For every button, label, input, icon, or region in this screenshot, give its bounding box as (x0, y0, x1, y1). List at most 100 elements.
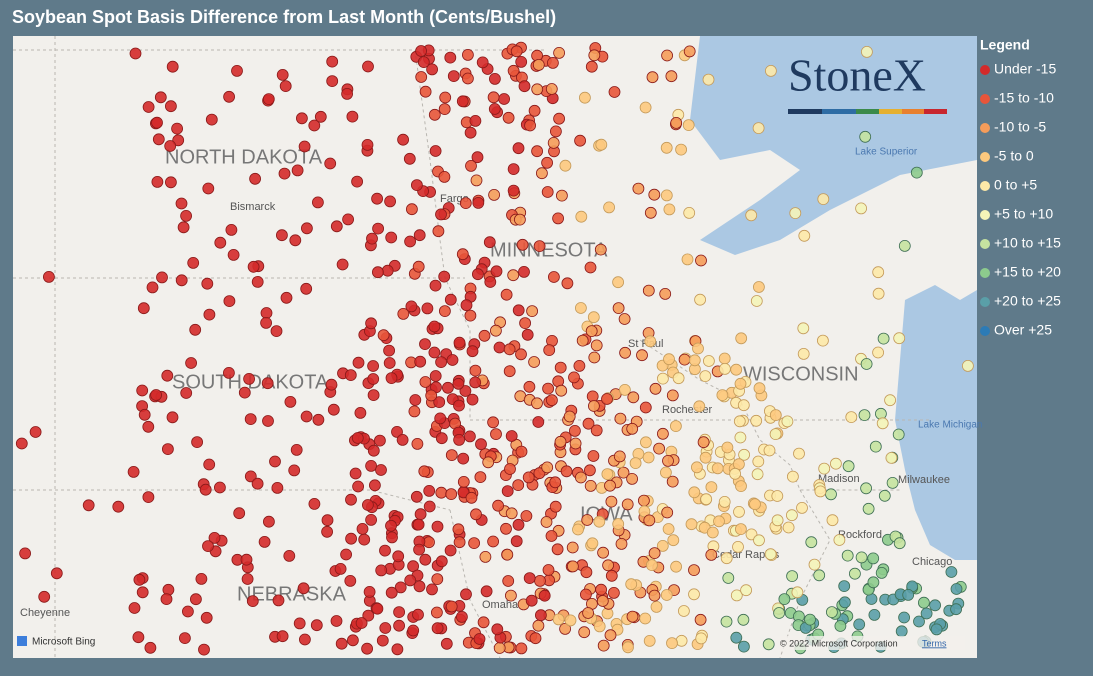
site-dots (15, 41, 974, 656)
site-dot (762, 638, 775, 651)
site-dot (872, 266, 885, 279)
site-dot (649, 382, 662, 395)
site-dot (639, 612, 652, 625)
site-dot (445, 600, 458, 613)
site-dot (688, 564, 700, 576)
site-dot (713, 515, 725, 528)
legend-marker (980, 239, 990, 249)
site-dot (260, 316, 273, 329)
site-dot (629, 457, 642, 470)
site-dot (368, 479, 381, 492)
site-dot (632, 182, 645, 195)
site-dot (682, 119, 695, 131)
site-dot (129, 47, 142, 60)
city-label: Rockford (838, 529, 882, 541)
site-dot (471, 268, 484, 281)
site-dot (394, 581, 407, 594)
site-dot (752, 122, 765, 135)
site-dot (699, 370, 712, 383)
site-dot (626, 422, 639, 435)
site-dot (413, 229, 426, 242)
site-dot (510, 535, 523, 548)
site-dot (875, 407, 887, 420)
site-dot (910, 166, 923, 179)
site-dot (849, 567, 861, 580)
site-dot (518, 265, 530, 278)
site-dot (572, 523, 584, 536)
site-dot (352, 356, 365, 369)
site-dot (466, 345, 479, 358)
site-dot (327, 403, 340, 416)
site-dot (505, 507, 518, 520)
water-label: Lake Michigan (918, 420, 982, 431)
site-dot (650, 601, 663, 613)
site-dot (151, 175, 164, 188)
site-dot (643, 514, 656, 527)
site-dot (584, 479, 597, 492)
site-dot (545, 83, 558, 95)
site-dot (730, 363, 743, 376)
site-dot (476, 56, 489, 69)
site-dot (423, 500, 436, 513)
site-dot (605, 495, 618, 508)
site-dot (855, 202, 867, 215)
site-dot (705, 549, 718, 561)
site-dot (152, 133, 165, 146)
site-dot (479, 551, 492, 563)
site-dot (408, 405, 421, 418)
site-dot (556, 189, 568, 202)
site-dot (271, 481, 284, 494)
site-dot (136, 384, 149, 397)
site-dot (410, 179, 423, 192)
site-dot (341, 88, 354, 100)
site-dot (753, 281, 765, 293)
site-dot (660, 189, 673, 202)
site-dot (367, 360, 380, 372)
terms-link[interactable]: Terms (922, 638, 947, 648)
site-dot (493, 341, 506, 354)
site-dot (569, 437, 582, 450)
site-dot (455, 611, 468, 623)
site-dot (892, 428, 905, 441)
site-dot (538, 589, 551, 602)
site-dot (791, 586, 804, 599)
site-dot (543, 344, 556, 357)
site-dot (580, 566, 593, 579)
site-dot (730, 589, 743, 602)
site-dot (279, 80, 292, 92)
site-dot (166, 60, 179, 73)
site-dot (532, 59, 545, 71)
site-dot (665, 70, 678, 83)
site-dot (213, 481, 226, 494)
site-dot (373, 434, 386, 447)
site-dot (581, 514, 594, 526)
site-dot (385, 586, 398, 599)
site-dot (489, 324, 502, 337)
site-dot (867, 552, 880, 565)
site-dot (737, 613, 750, 626)
site-dot (161, 369, 174, 382)
site-dot (833, 534, 846, 546)
site-dot (276, 69, 289, 81)
site-dot (272, 594, 285, 607)
site-dot (705, 481, 718, 494)
site-dot (797, 347, 810, 360)
site-dot (576, 334, 589, 347)
site-dot (718, 495, 731, 508)
site-dot (584, 261, 597, 274)
site-dot (855, 551, 868, 564)
site-dot (300, 410, 313, 423)
legend-marker (980, 65, 990, 75)
site-dot (859, 130, 872, 143)
site-dot (172, 134, 185, 147)
site-dot (444, 293, 457, 306)
site-dot (470, 174, 483, 187)
site-dot (520, 510, 533, 522)
site-dot (568, 371, 580, 384)
site-dot (487, 535, 500, 548)
site-dot (191, 436, 204, 449)
site-dot (702, 73, 715, 86)
site-dot (546, 394, 558, 407)
legend-marker (980, 326, 990, 336)
site-dot (699, 451, 712, 464)
